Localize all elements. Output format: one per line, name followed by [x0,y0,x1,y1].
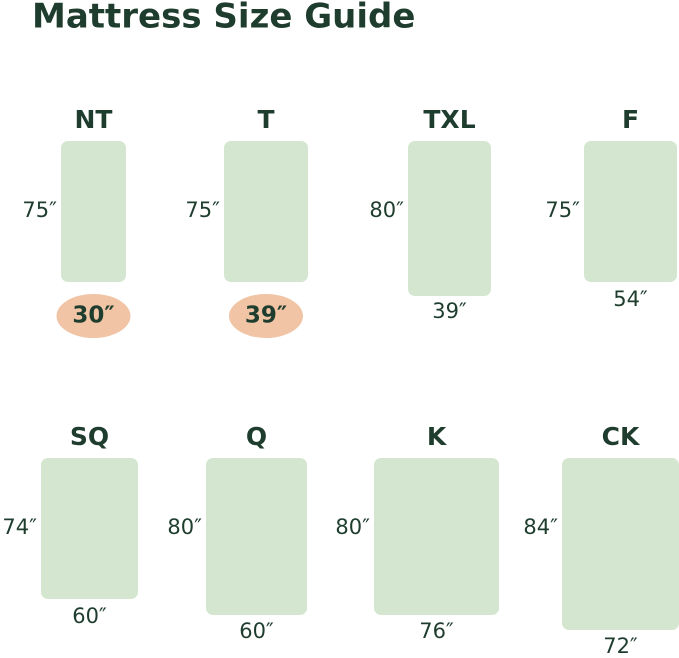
length-label: 74″ [2,515,37,539]
size-label: F [622,105,639,134]
size-label: K [427,422,448,451]
size-label: Q [246,422,267,451]
length-label: 75″ [22,198,57,222]
width-label: 39″ [245,303,287,329]
highlight [229,294,303,338]
width-label: 39″ [432,299,467,323]
length-label: 80″ [167,515,202,539]
highlight [56,294,131,338]
title: Mattress Size Guide [32,0,415,37]
mattress [408,141,491,296]
length-label: 80″ [335,515,370,539]
mattress [374,458,499,615]
size-label: SQ [70,422,109,451]
size-label: NT [75,105,113,134]
length-label: 75″ [545,198,580,222]
size-label: T [257,105,274,134]
width-label: 54″ [613,287,648,311]
mattress [584,141,677,282]
size-label: TXL [423,105,475,134]
length-label: 84″ [523,515,558,539]
length-label: 75″ [185,198,220,222]
mattress [41,458,138,599]
width-label: 30″ [72,303,114,329]
mattress [562,458,679,630]
width-label: 60″ [239,619,274,643]
size-label: CK [602,422,641,451]
mattress [224,141,308,282]
width-label: 60″ [72,604,107,628]
mattress [61,141,126,282]
width-label: 76″ [419,619,454,643]
width-label: 72″ [603,634,638,658]
mattress [206,458,307,615]
length-label: 80″ [369,198,404,222]
